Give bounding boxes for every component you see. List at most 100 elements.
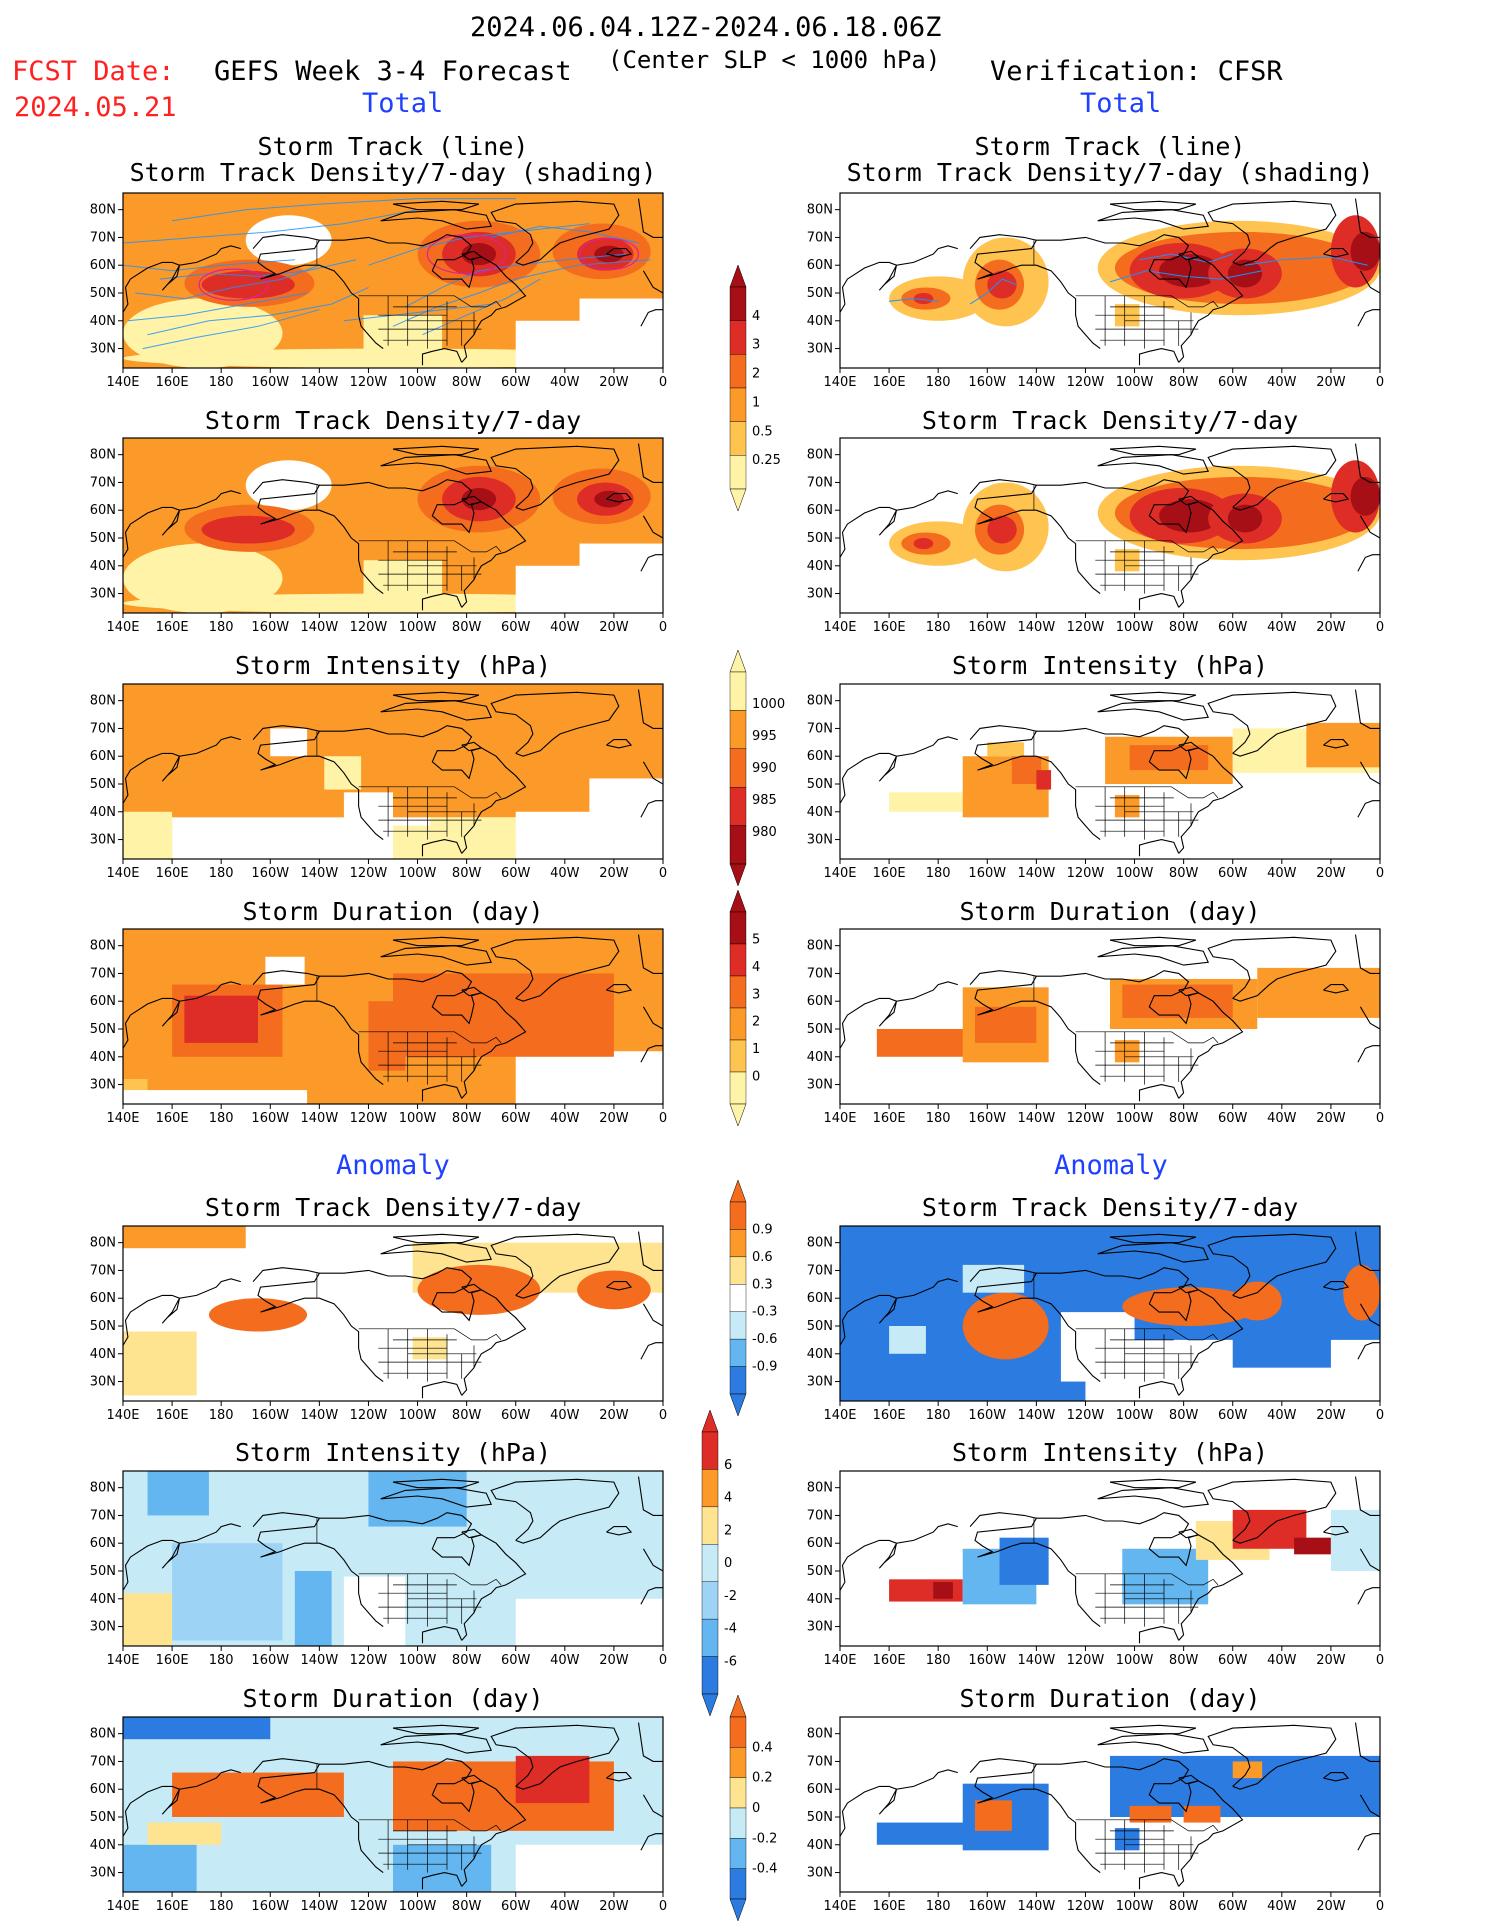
lon-label: 180 — [209, 620, 234, 635]
coastline — [319, 1512, 527, 1641]
shading-cell — [393, 1844, 492, 1892]
lon-label: 160E — [873, 1653, 906, 1668]
lat-label: 60N — [90, 258, 116, 273]
shading-cell — [1036, 770, 1052, 790]
lat-label: 80N — [807, 694, 833, 709]
colorbar-swatch — [701, 1469, 719, 1508]
coastline — [1036, 725, 1244, 854]
coastline — [642, 1303, 663, 1327]
lat-label: 30N — [807, 833, 833, 848]
coastline — [1138, 1381, 1180, 1399]
coastline — [637, 934, 663, 974]
coastline — [123, 981, 241, 1049]
lat-label: 60N — [807, 1782, 833, 1797]
lat-label: 40N — [90, 314, 116, 329]
lat-label: 30N — [807, 1866, 833, 1881]
lon-label: 100W — [1116, 1111, 1154, 1126]
coastline — [123, 1769, 241, 1837]
lon-label: 140E — [823, 375, 856, 390]
shading-cell — [987, 742, 1025, 757]
lon-label: 0 — [659, 1111, 667, 1126]
lon-label: 80W — [452, 1408, 482, 1423]
lon-label: 80W — [1169, 620, 1199, 635]
lon-label: 140W — [1018, 620, 1056, 635]
coastline — [606, 1526, 633, 1536]
coastline — [1109, 1478, 1197, 1489]
colorbar-label: -0.9 — [752, 1360, 777, 1375]
coastline — [1354, 1476, 1380, 1516]
lon-label: 100W — [1116, 375, 1154, 390]
coastline — [640, 1342, 663, 1360]
map-frame — [122, 683, 664, 860]
lon-label: 160E — [873, 1111, 906, 1126]
density-contour — [198, 268, 269, 301]
panel-2-left-title: Storm Track Density/7-day — [204, 406, 582, 435]
colorbar-duration-anomaly: 0.4 0.2 0 -0.2 -0.4 — [729, 1694, 777, 1922]
panel-5-left-title: Storm Track Density/7-day — [204, 1193, 582, 1222]
lon-label: 40W — [1267, 620, 1297, 635]
lon-label: 120W — [1067, 1899, 1105, 1914]
lon-label: 40W — [550, 1111, 580, 1126]
colorbar-swatch — [729, 1868, 747, 1900]
lon-label: 100W — [1116, 1899, 1154, 1914]
coastline — [1036, 1512, 1244, 1641]
colorbar-label: 2 — [752, 367, 760, 382]
shading-blob — [1343, 1264, 1380, 1321]
colorbar-swatch — [729, 387, 747, 422]
lon-label: 40W — [550, 1653, 580, 1668]
lat-label: 70N — [90, 475, 116, 490]
lon-label: 120W — [1067, 1111, 1105, 1126]
lon-label: 140W — [301, 866, 339, 881]
lat-label: 50N — [807, 1022, 833, 1037]
panel-4-right-title: Storm Duration (day) — [959, 897, 1261, 926]
shading-cell — [515, 1051, 663, 1104]
coastline — [1207, 1478, 1337, 1544]
coastline — [1354, 1722, 1380, 1762]
map-duration-anomaly-verification: 80N 70N 60N 50N 40N 30N 140E 160E 180 160W 140W 120… — [807, 1716, 1384, 1914]
shading-cell — [123, 1593, 173, 1646]
coastline — [1097, 454, 1210, 475]
storm-track-line — [368, 223, 590, 266]
coastline — [1109, 691, 1197, 702]
coastline — [642, 1006, 663, 1030]
border-line — [1075, 1819, 1219, 1832]
lon-label: 140E — [106, 375, 139, 390]
subtitle: (Center SLP < 1000 hPa) — [608, 46, 941, 74]
colorbar-label: 0.9 — [752, 1222, 773, 1237]
map-frame — [122, 1225, 664, 1402]
coastline — [252, 725, 384, 841]
lat-label: 50N — [90, 1810, 116, 1825]
colorbar-arrow-top — [701, 1409, 719, 1433]
shading-cell — [123, 834, 148, 859]
coastline — [421, 839, 463, 857]
map-duration-anomaly-forecast: 80N 70N 60N 50N 40N 30N 140E 160E 180 160W 140W 120… — [90, 1716, 667, 1914]
coastline — [1357, 1045, 1380, 1063]
coastline — [640, 1045, 663, 1063]
shading-cell — [1294, 1537, 1331, 1555]
coastline — [1207, 1724, 1337, 1790]
coastline — [380, 454, 493, 475]
lon-label: 80W — [1169, 1653, 1199, 1668]
lon-label: 20W — [1316, 1653, 1346, 1668]
map-frame — [122, 192, 664, 369]
map-density-verification: 80N 70N 60N 50N 40N 30N 140E 160E 180 160W 140W 120… — [807, 437, 1384, 635]
coastline — [123, 245, 241, 313]
panel-1-left-title-b: Storm Track Density/7-day (shading) — [129, 158, 657, 187]
colorbar-density-total: 4 3 2 1 0.5 0.25 — [729, 264, 781, 512]
shading-cell — [1257, 967, 1380, 1018]
coastline — [380, 1242, 493, 1263]
map-frame — [839, 1716, 1381, 1893]
lon-label: 100W — [399, 620, 437, 635]
lat-label: 60N — [807, 749, 833, 764]
shading-cell — [363, 560, 443, 613]
colorbar-swatch — [729, 1807, 747, 1839]
lon-label: 20W — [1316, 375, 1346, 390]
lon-label: 180 — [209, 1653, 234, 1668]
lon-label: 120W — [350, 1653, 388, 1668]
lon-label: 0 — [1376, 1111, 1384, 1126]
coastline — [490, 1233, 620, 1299]
colorbar-label: -0.4 — [752, 1862, 777, 1877]
lat-label: 60N — [90, 1536, 116, 1551]
coastline — [1109, 445, 1197, 456]
storm-track-line — [1139, 253, 1233, 263]
